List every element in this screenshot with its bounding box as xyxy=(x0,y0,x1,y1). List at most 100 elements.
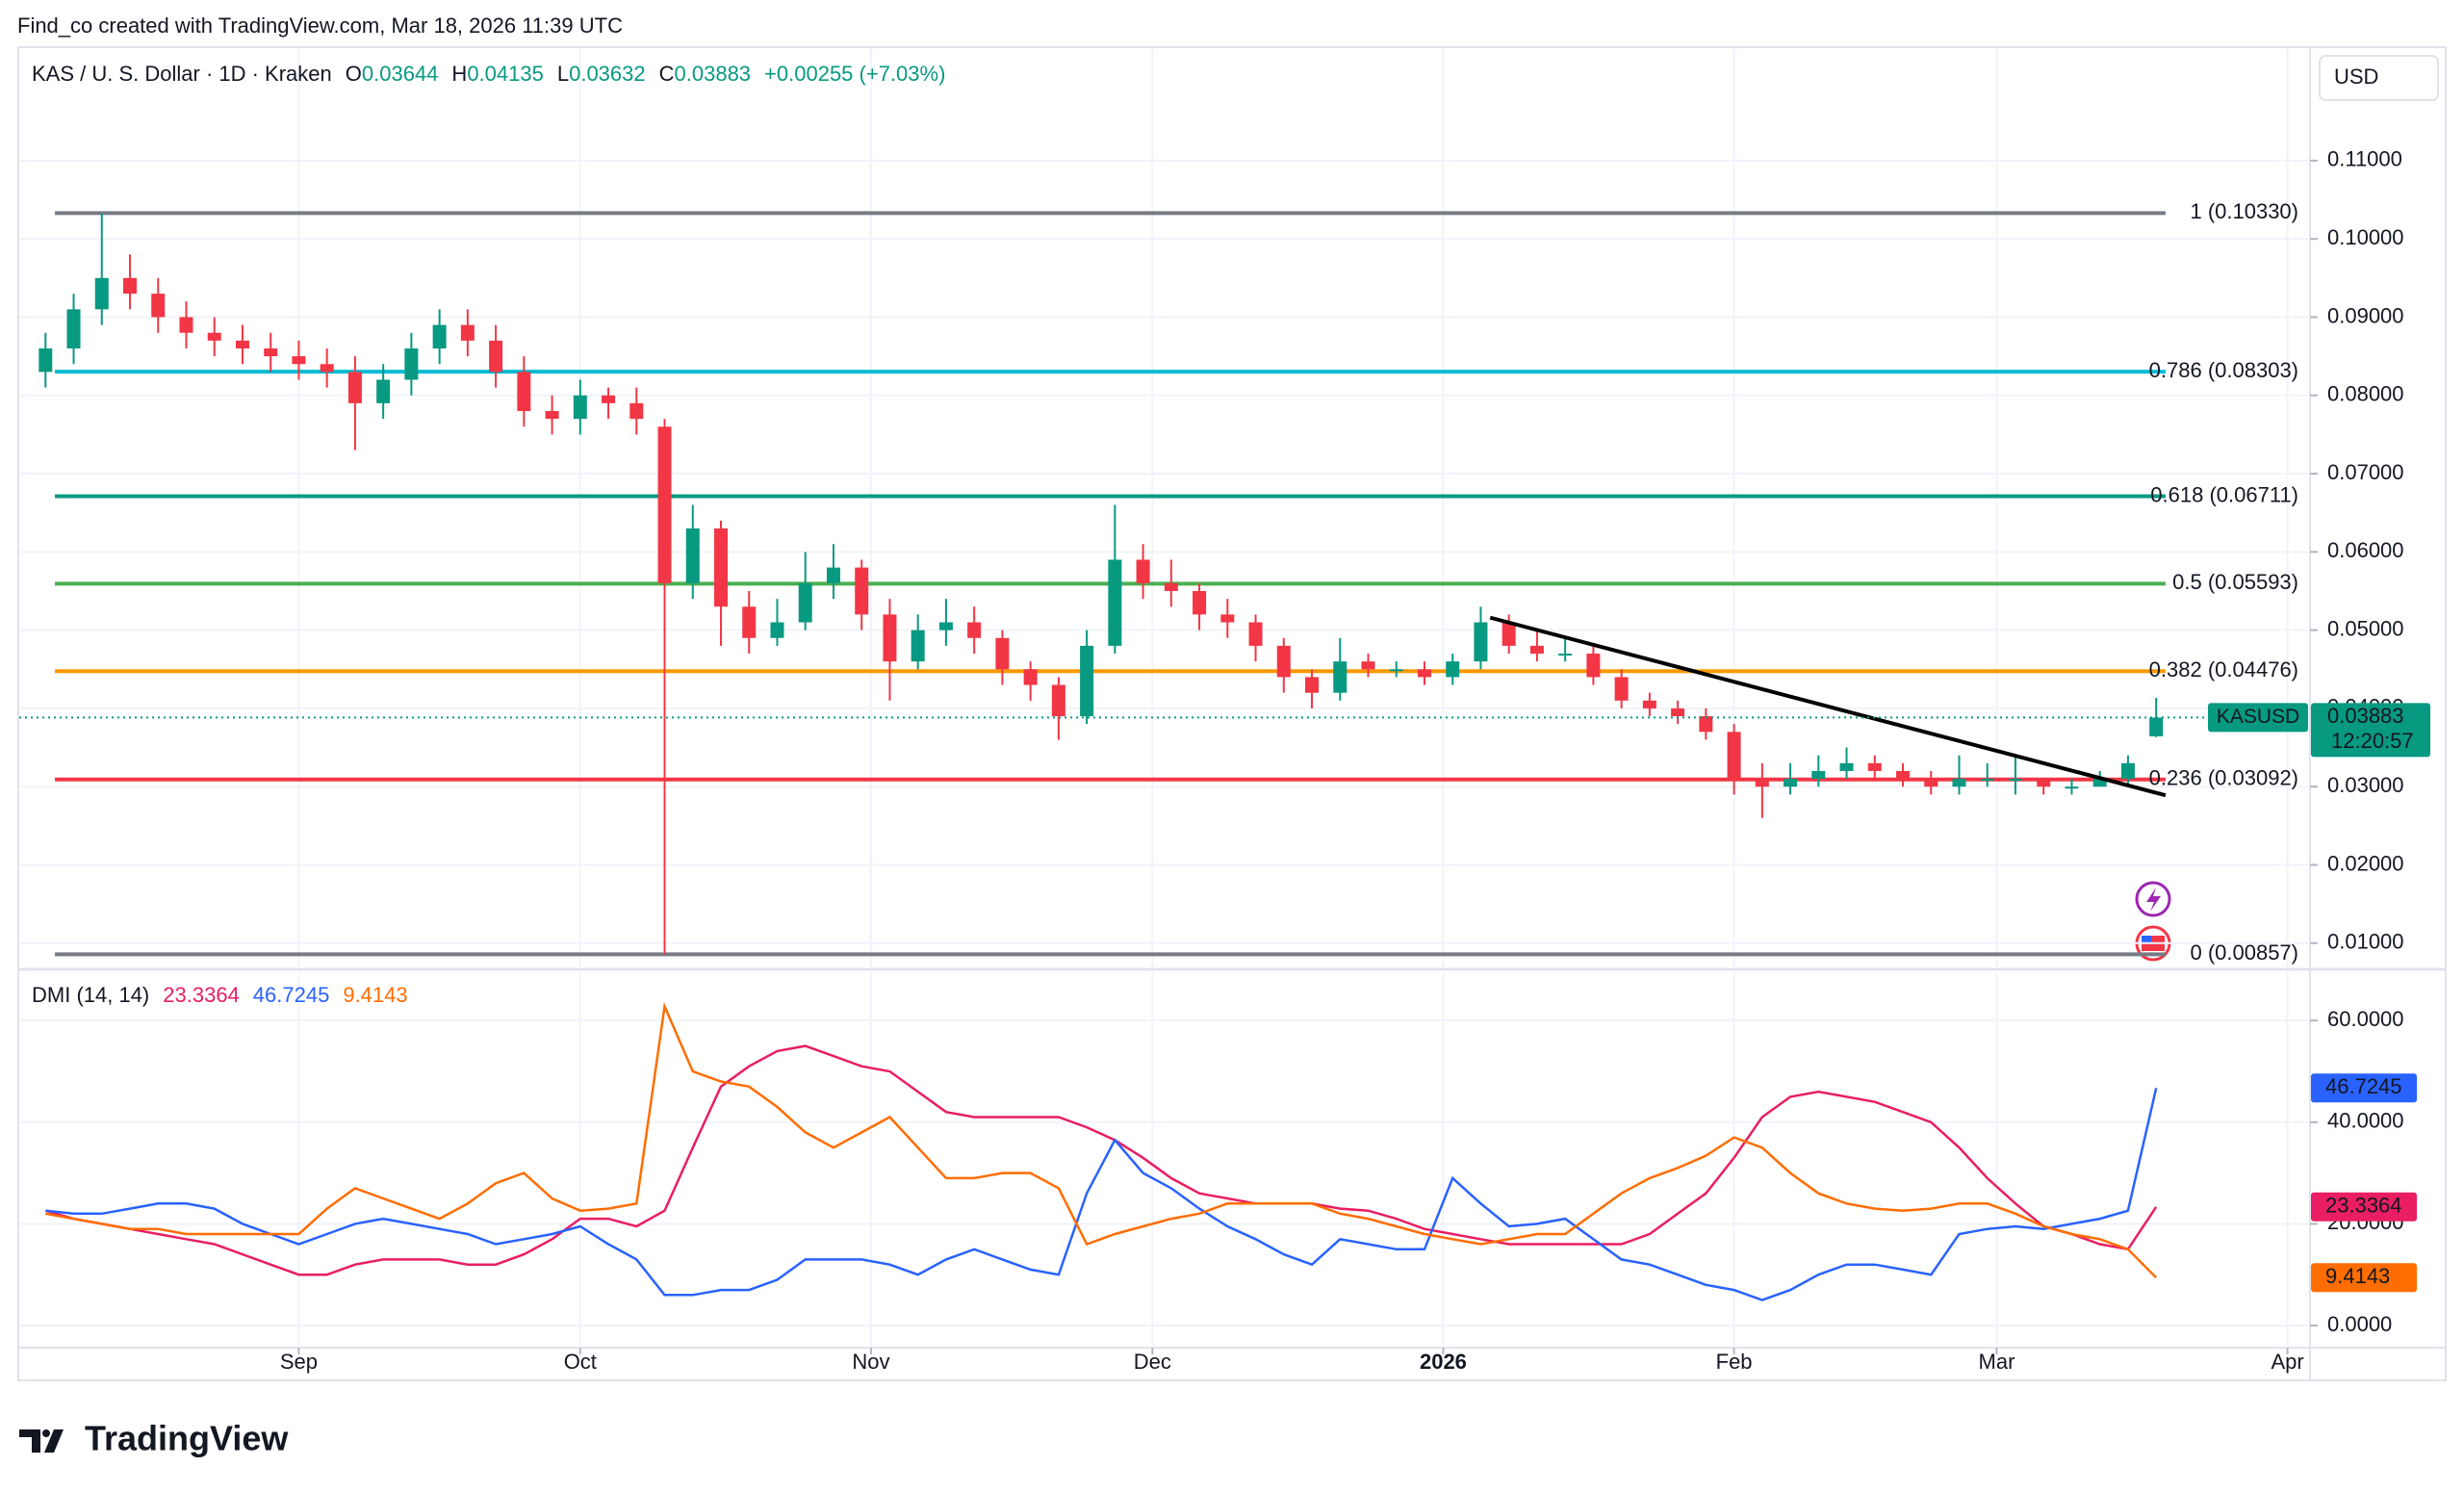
x-tick-label: Oct xyxy=(564,1350,597,1374)
candle-body xyxy=(1867,762,1882,771)
value-tag-label: 9.4143 xyxy=(2325,1264,2390,1288)
ohlc-letter: H xyxy=(451,62,467,86)
candle-body xyxy=(1671,708,1685,717)
candle-body xyxy=(573,395,587,420)
y-tick-label: 60.0000 xyxy=(2327,1007,2404,1031)
candle-body xyxy=(1305,677,1320,693)
indicator-title: DMI (14, 14) xyxy=(32,983,149,1007)
candle-body xyxy=(1417,669,1431,678)
fib-label: 0.618 (0.06711) xyxy=(2150,482,2298,506)
x-tick-label: Feb xyxy=(1716,1350,1753,1374)
x-tick-label: 2026 xyxy=(1420,1350,1467,1374)
y-tick-label: 0.0000 xyxy=(2327,1312,2392,1336)
candle-body xyxy=(1896,770,1911,780)
logo-text: TradingView xyxy=(85,1419,289,1458)
candle-body xyxy=(376,379,391,403)
candle-body xyxy=(264,348,278,357)
candle-body xyxy=(1080,645,1094,717)
x-tick-label: Dec xyxy=(1134,1350,1171,1374)
candle-body xyxy=(1474,622,1488,662)
ohlc-letter: O xyxy=(346,62,362,86)
candle-body xyxy=(1952,779,1966,787)
value-tag xyxy=(2311,1263,2417,1293)
candle-body xyxy=(1586,654,1601,678)
candle-body xyxy=(714,528,729,607)
candle-body xyxy=(911,630,925,662)
candle-body xyxy=(2065,786,2079,789)
y-tick-label: 0.05000 xyxy=(2327,616,2404,640)
y-tick-label: 0.06000 xyxy=(2327,538,2404,562)
candle-body xyxy=(657,426,672,583)
candle-body xyxy=(1193,590,1207,615)
candle-body xyxy=(320,364,334,373)
candle-body xyxy=(94,277,109,310)
candle-body xyxy=(1502,622,1516,646)
candle-body xyxy=(2149,717,2164,736)
indicator-value: 9.4143 xyxy=(343,983,407,1007)
fib-label: 0.236 (0.03092) xyxy=(2149,766,2298,790)
candle-body xyxy=(1446,661,1460,678)
candle-body xyxy=(1839,762,1854,771)
trendline xyxy=(1489,615,2167,798)
value-tag xyxy=(2311,1073,2417,1103)
candle-body xyxy=(1248,622,1263,646)
dmi-line xyxy=(45,1088,2158,1301)
indicator-value: 23.3364 xyxy=(163,983,240,1007)
fib-label: 1 (0.10330) xyxy=(2190,199,2298,223)
ohlc-value: 0.03632 xyxy=(569,62,646,86)
legend: KAS / U. S. Dollar · 1D · Kraken O0.03644… xyxy=(32,62,945,86)
currency-button[interactable] xyxy=(2319,55,2439,101)
x-tick-label: Mar xyxy=(1979,1350,2015,1374)
candle-body xyxy=(629,402,644,420)
x-tick-label: Apr xyxy=(2271,1350,2303,1374)
candle-body xyxy=(2037,779,2051,787)
candle-body xyxy=(602,395,616,403)
indicator-value: 46.7245 xyxy=(253,983,330,1007)
event-icon-glyph xyxy=(2146,888,2161,912)
flag-glyph xyxy=(2142,936,2151,943)
symbol: KAS / U. S. Dollar · 1D · Kraken xyxy=(32,62,332,86)
candle-body xyxy=(826,567,840,583)
value-tag xyxy=(2311,1192,2417,1222)
y-tick-label: 0.10000 xyxy=(2327,225,2404,249)
x-tick-label: Nov xyxy=(852,1350,889,1374)
price-tag xyxy=(2311,703,2430,758)
candle-body xyxy=(938,622,953,631)
candle-body xyxy=(292,356,306,365)
candle-body xyxy=(1558,654,1573,656)
candle-body xyxy=(404,348,419,380)
candle-body xyxy=(1642,700,1656,708)
candle-body xyxy=(1755,779,1769,787)
change: +0.00255 (+7.03%) xyxy=(764,62,945,86)
ohlc-value: 0.03883 xyxy=(675,62,752,86)
fib-label: 0.786 (0.08303) xyxy=(2149,358,2298,382)
ticker-tag xyxy=(2208,703,2308,733)
y-tick-label: 0.03000 xyxy=(2327,773,2404,797)
y-tick-label: 0.08000 xyxy=(2327,382,2404,406)
ticker-label: KASUSD xyxy=(2217,706,2299,728)
candle-body xyxy=(1220,614,1235,623)
candle-body xyxy=(995,637,1010,670)
header-credit: Find_co created with TradingView.com, Ma… xyxy=(17,13,623,38)
countdown-label: 12:20:57 xyxy=(2331,729,2414,753)
fib-label: 0.382 (0.04476) xyxy=(2149,657,2298,682)
currency-label: USD xyxy=(2334,64,2378,89)
candle-body xyxy=(235,340,249,348)
candle-body xyxy=(883,614,897,662)
candle-body xyxy=(66,309,81,348)
candle-body xyxy=(1051,684,1065,717)
candle-body xyxy=(517,372,531,412)
candle-body xyxy=(1811,770,1826,780)
candle-body xyxy=(1333,661,1348,693)
candle-body xyxy=(1614,677,1629,701)
candle-body xyxy=(151,294,166,318)
candle-body xyxy=(1108,559,1122,646)
dmi-line xyxy=(45,1001,2158,1279)
candle-body xyxy=(432,324,447,348)
candle-body xyxy=(1924,779,1938,787)
candle-body xyxy=(347,372,362,403)
chart-frame xyxy=(17,46,2447,1381)
candle-body xyxy=(967,622,982,638)
